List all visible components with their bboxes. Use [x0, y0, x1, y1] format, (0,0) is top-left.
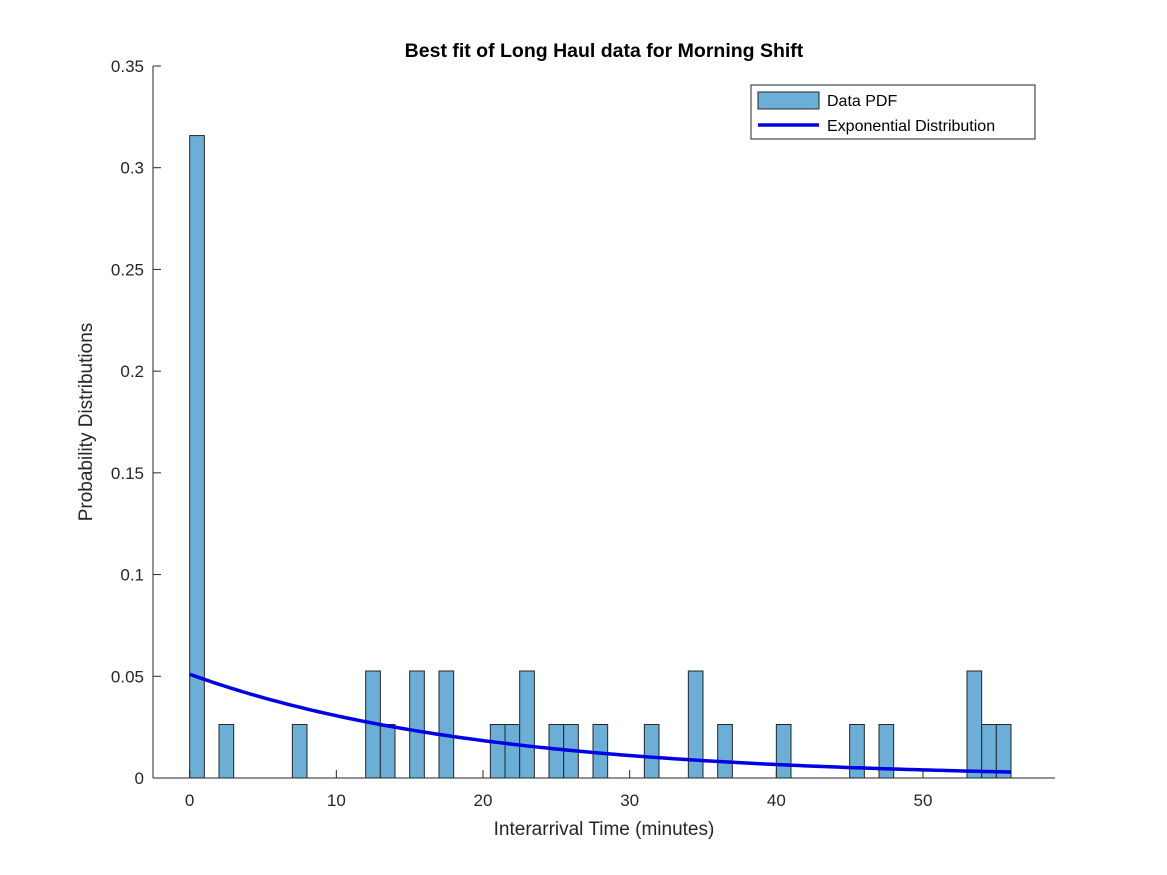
legend-swatch-data-pdf	[757, 91, 820, 110]
x-tick-label: 50	[914, 791, 933, 810]
histogram-bar	[643, 724, 660, 779]
x-ticks: 0 10 20 30 40 50	[185, 770, 933, 810]
histogram-bar	[717, 724, 733, 779]
histogram-bar	[504, 724, 521, 779]
y-ticks: 0 0.05 0.1 0.15 0.2 0.25 0.3 0.35	[111, 57, 161, 788]
y-axis-label: Probability Distributions	[76, 323, 97, 522]
x-axis-label: Interarrival Time (minutes)	[494, 819, 715, 840]
y-tick-label: 0.1	[120, 566, 144, 585]
y-tick-label: 0	[135, 769, 144, 788]
x-tick-label: 0	[185, 791, 194, 810]
y-tick-label: 0.05	[111, 667, 144, 686]
histogram-bar	[995, 724, 1012, 779]
histogram-bar	[218, 724, 235, 779]
histogram-bar	[489, 724, 506, 779]
y-tick-label: 0.25	[111, 260, 144, 279]
histogram-bar	[379, 724, 396, 779]
y-tick-label: 0.35	[111, 57, 144, 76]
x-tick-label: 40	[767, 791, 786, 810]
y-tick-label: 0.15	[111, 464, 144, 483]
y-tick-label: 0.3	[120, 159, 144, 178]
histogram-bar	[189, 135, 205, 779]
y-tick-label: 0.2	[120, 362, 144, 381]
histogram-bar	[291, 724, 308, 779]
histogram-bar	[849, 724, 865, 779]
legend-label-exponential: Exponential Distribution	[827, 118, 995, 135]
histogram-bar	[966, 670, 983, 779]
legend-label-data-pdf: Data PDF	[827, 93, 897, 110]
histogram-bar	[775, 724, 792, 779]
legend: Data PDF Exponential Distribution	[750, 84, 1036, 140]
histogram-bars	[189, 135, 1012, 779]
chart-title: Best fit of Long Haul data for Morning S…	[405, 40, 804, 62]
exponential-pdf-line	[189, 672, 1012, 774]
axes	[152, 66, 1055, 779]
x-tick-label: 20	[474, 791, 493, 810]
histogram-bar	[519, 670, 535, 779]
histogram-bar	[409, 670, 425, 779]
histogram-bar	[438, 670, 455, 779]
pdf-curve-layer	[189, 672, 1012, 774]
x-tick-label: 30	[620, 791, 639, 810]
x-tick-label: 10	[327, 791, 346, 810]
